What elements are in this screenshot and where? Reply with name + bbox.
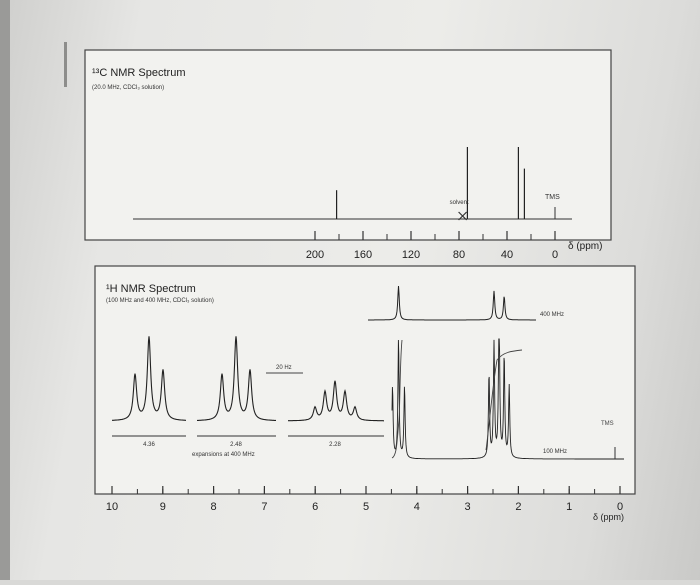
- h1-400mhz-line: [368, 285, 536, 321]
- h1-100mhz-label: 100 MHz: [543, 449, 567, 455]
- c13-subtitle: (20.0 MHz, CDCl₃ solution): [92, 85, 164, 91]
- c13-tick-label: 40: [501, 249, 513, 261]
- binding-mark: [64, 42, 67, 87]
- h1-multiplet-2: [288, 380, 384, 422]
- h1-multiplet-0: [112, 336, 186, 421]
- h1-400mhz-trace: [368, 285, 536, 321]
- c13-tms-label: TMS: [545, 194, 560, 201]
- c13-tick-label: 160: [354, 249, 372, 261]
- h1-tick-label: 4: [414, 501, 420, 513]
- h1-100mhz-trace: [391, 338, 624, 460]
- c13-solvent-label: solvent: [450, 200, 469, 206]
- c13-xlabel: δ (ppm): [568, 241, 602, 252]
- h1-title: ¹H NMR Spectrum: [106, 283, 196, 295]
- c13-frame: [84, 49, 612, 241]
- h1-expansion-caption: expansions at 400 MHz: [192, 452, 255, 458]
- c13-tick-label: 200: [306, 249, 324, 261]
- h1-tick-label: 6: [312, 501, 318, 513]
- h1-subtitle: (100 MHz and 400 MHz, CDCl₃ solution): [106, 298, 214, 304]
- h1-multiplet-1: [197, 336, 276, 421]
- h1-tms-label: TMS: [601, 421, 614, 427]
- c13-tick-label: 80: [453, 249, 465, 261]
- page-edge: [0, 0, 10, 580]
- h1-tick-label: 10: [106, 501, 118, 513]
- c13-tick-label: 0: [552, 249, 558, 261]
- h1-tick-label: 0: [617, 501, 623, 513]
- h1-tick-label: 1: [566, 501, 572, 513]
- h1-100mhz-line: [391, 338, 624, 460]
- h1-x-axis: 10 9 8 7 6 5 4 3 2 1 0: [106, 486, 623, 513]
- h1-scale-label: 20 Hz: [276, 365, 292, 371]
- h1-integral-2: [485, 349, 523, 451]
- c13-x-axis: 200 160 120 80 40 0: [306, 231, 558, 261]
- h1-tick-label: 8: [211, 501, 217, 513]
- h1-expansions: 4.36 2.48 2.28: [112, 336, 384, 448]
- c13-tick-label: 120: [402, 249, 420, 261]
- c13-solvent-marker: [458, 211, 468, 221]
- c13-title: ¹³C NMR Spectrum: [92, 67, 186, 79]
- h1-integral-1: [391, 339, 403, 459]
- h1-multiplet-label-2: 2.28: [329, 442, 341, 448]
- h1-400mhz-label: 400 MHz: [540, 312, 564, 318]
- h1-xlabel: δ (ppm): [593, 512, 624, 522]
- h1-multiplet-label-0: 4.36: [143, 442, 155, 448]
- h1-multiplet-label-1: 2.48: [230, 442, 242, 448]
- h1-tick-label: 2: [515, 501, 521, 513]
- c13-spectrum: solvent TMS: [133, 147, 572, 221]
- h1-frame: [94, 265, 636, 495]
- h1-tick-label: 5: [363, 501, 369, 513]
- h1-tick-label: 7: [261, 501, 267, 513]
- h1-tick-label: 9: [160, 501, 166, 513]
- h1-tick-label: 3: [465, 501, 471, 513]
